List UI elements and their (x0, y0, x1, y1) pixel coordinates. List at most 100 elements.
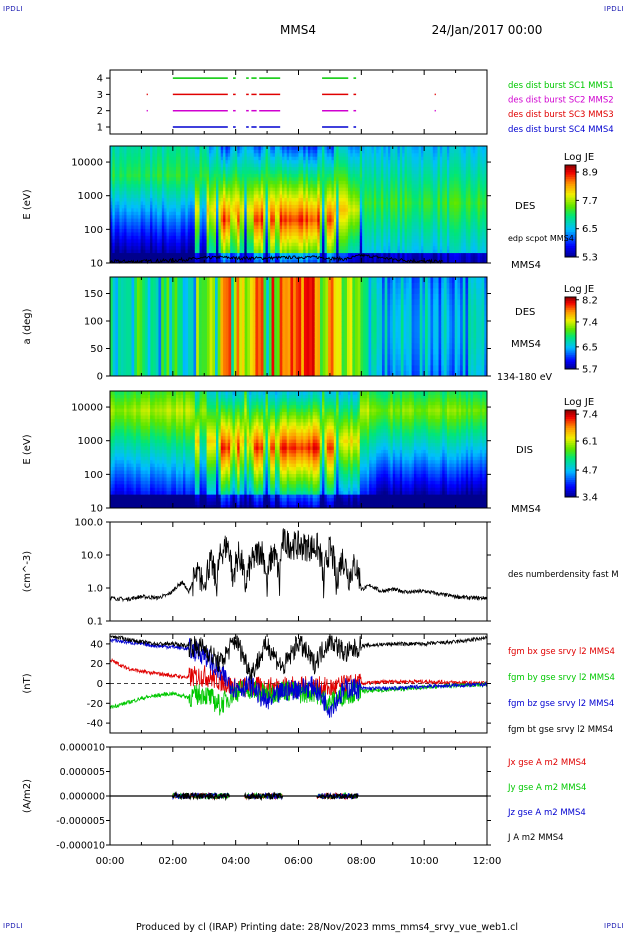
des_energy-pixel (406, 173, 410, 178)
des_energy-pixel (418, 249, 422, 254)
des_energy-pixel (204, 211, 208, 216)
des_energy-pixel (185, 156, 189, 161)
des_energy-pixel (362, 183, 365, 188)
des_energy-pixel (314, 197, 318, 202)
legend-entry-sc4: des dist burst SC4 MMS4 (508, 125, 614, 135)
des_energy-pixel (112, 238, 116, 243)
availability-ytick-label: 4 (97, 74, 103, 85)
des_energy-pixel (263, 194, 266, 199)
des_energy-pixel (121, 163, 125, 168)
des_energy-pixel (234, 259, 238, 264)
des_energy-pixel (293, 176, 297, 181)
des_energy-pixel (124, 259, 127, 264)
des_energy-pixel (338, 221, 342, 226)
des_energy-pixel (279, 197, 283, 202)
des_energy-pixel (300, 218, 304, 223)
des_energy-pixel (406, 221, 410, 226)
des_energy-pixel (166, 242, 170, 247)
des_energy-pixel (371, 166, 375, 171)
des_energy-pixel (267, 252, 271, 257)
des_energy-pixel (340, 242, 344, 247)
des_energy-pixel (220, 190, 224, 195)
des_energy-pixel (152, 204, 156, 209)
des_energy-pixel (253, 249, 257, 254)
des_energy-pixel (388, 163, 391, 168)
des_energy-pixel (383, 163, 387, 168)
des_energy-pixel (159, 180, 163, 185)
des_energy-pixel (135, 194, 139, 199)
des_energy-pixel (164, 146, 167, 150)
des_energy-pixel (145, 159, 149, 164)
des_energy-pixel (376, 183, 380, 188)
des_energy-pixel (376, 218, 380, 223)
des_energy-pixel (272, 194, 276, 199)
des_energy-pixel (187, 252, 191, 257)
des_energy-pixel (152, 159, 156, 164)
des_energy-pixel (369, 249, 372, 254)
des_energy-pixel (225, 242, 229, 247)
des_energy-pixel (333, 156, 337, 161)
des_energy-pixel (314, 256, 318, 260)
des_energy-pixel (352, 211, 356, 216)
des_energy-pixel (213, 201, 217, 205)
des_energy-pixel (324, 201, 328, 205)
des_energy-pixel (213, 156, 217, 161)
des_energy-pixel (340, 204, 344, 209)
des_energy-pixel (131, 183, 134, 188)
des_energy-pixel (192, 152, 196, 157)
des_energy-pixel (159, 170, 163, 174)
des_energy-pixel (350, 163, 354, 168)
des_energy-pixel (142, 245, 146, 250)
des_energy-pixel (291, 187, 295, 192)
des_energy-pixel (140, 176, 144, 181)
des_energy-pixel (237, 201, 240, 205)
des_energy-pixel (237, 221, 240, 226)
des_energy-pixel (380, 146, 384, 150)
des_energy-pixel (413, 201, 417, 205)
des_energy-pixel (413, 176, 417, 181)
des_energy-pixel (244, 180, 248, 185)
des_energy-pixel (310, 235, 314, 240)
des_energy-pixel (119, 180, 123, 185)
des_energy-pixel (175, 146, 179, 150)
des_energy-pixel (383, 156, 387, 161)
des_energy-pixel (133, 156, 137, 161)
des_energy-pixel (223, 259, 226, 264)
des_energy-pixel (230, 214, 233, 219)
des_energy-pixel (272, 173, 276, 178)
des_energy-pixel (446, 166, 450, 171)
des_energy-pixel (201, 152, 205, 157)
des_energy-pixel (267, 180, 271, 185)
des_energy-pixel (331, 245, 335, 250)
des_energy-pixel (117, 225, 120, 229)
des_energy-pixel (369, 201, 372, 205)
des_energy-pixel (364, 159, 368, 164)
des_energy-pixel (124, 228, 127, 233)
des_energy-pixel (164, 170, 167, 174)
des_energy-pixel (416, 245, 420, 250)
des_energy-pixel (121, 187, 125, 192)
des_energy-pixel (388, 194, 391, 199)
des_energy-pixel (300, 238, 304, 243)
des_energy-pixel (142, 249, 146, 254)
des_energy-pixel (168, 190, 172, 195)
des_energy-pixel (183, 259, 186, 264)
des_energy-pixel (402, 159, 405, 164)
des_energy-pixel (399, 238, 403, 243)
des_energy-pixel (194, 214, 198, 219)
des_energy-pixel (439, 249, 443, 254)
des_energy-pixel (392, 207, 396, 212)
des_energy-pixel (178, 176, 182, 181)
des_energy-pixel (152, 180, 156, 185)
des_energy-pixel (446, 228, 450, 233)
des_energy-pixel (265, 173, 269, 178)
des_energy-pixel (310, 173, 314, 178)
des_energy-pixel (270, 235, 273, 240)
des_energy-pixel (289, 194, 292, 199)
des_energy-pixel (180, 211, 184, 216)
des_energy-pixel (395, 232, 398, 236)
des_energy-pixel (340, 173, 344, 178)
des_energy-pixel (178, 156, 182, 161)
des_energy-pixel (432, 249, 436, 254)
des_energy-pixel (279, 190, 283, 195)
